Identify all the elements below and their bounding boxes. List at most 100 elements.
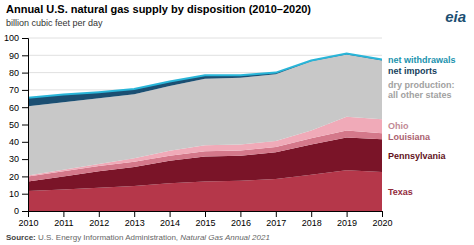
grid-line (28, 55, 382, 56)
source: Source: U.S. Energy Information Administ… (6, 233, 270, 242)
x-axis: 2010 2011 2012 2013 2014 2015 2016 2017 2018 2019… (18, 211, 392, 228)
y-axis-line (22, 39, 29, 212)
y-tick-label: 50 (9, 120, 19, 130)
x-tick: 2017 (266, 211, 286, 228)
series-label: Louisiana (388, 132, 431, 142)
series-label-line: all other states (388, 90, 452, 100)
series-label-line: Texas (388, 187, 413, 197)
series-label: Ohio (388, 121, 409, 131)
series-label: dry production:all other states (388, 80, 455, 100)
x-tick-mark (28, 211, 29, 217)
x-tick: 2015 (195, 211, 215, 228)
y-tick-mark (22, 194, 28, 195)
y-tick-label: 30 (9, 154, 19, 164)
y-tick-mark (22, 211, 28, 212)
x-tick-label: 2018 (302, 218, 322, 228)
x-axis-line (29, 212, 383, 218)
y-tick: 90 (9, 51, 28, 61)
x-tick-label: 2015 (195, 218, 215, 228)
y-tick: 0 (14, 206, 28, 216)
series-label-line: net imports (388, 66, 437, 76)
x-tick-mark (170, 211, 171, 217)
series-label: Texas (388, 187, 413, 197)
y-tick: 30 (9, 154, 28, 164)
y-tick-mark (22, 176, 28, 177)
source-part: U.S. Energy Information Administration, (36, 233, 178, 242)
chart: Annual U.S. natural gas supply by dispos… (0, 0, 474, 245)
x-tick: 2020 (372, 211, 392, 228)
y-tick-mark (22, 55, 28, 56)
x-tick: 2016 (231, 211, 251, 228)
x-tick-label: 2010 (18, 218, 38, 228)
grid (28, 38, 382, 211)
y-tick: 70 (9, 85, 28, 95)
y-tick: 50 (9, 120, 28, 130)
series-label-line: dry production: (388, 80, 455, 90)
subtitle: billion cubic feet per day (6, 18, 103, 28)
source-part: Natural Gas Annual 2021 (178, 233, 270, 242)
x-tick-mark (134, 211, 135, 217)
y-tick-label: 70 (9, 85, 19, 95)
x-tick: 2014 (160, 211, 180, 228)
y-tick-mark (22, 125, 28, 126)
x-tick-label: 2019 (337, 218, 357, 228)
y-tick: 10 (9, 189, 28, 199)
y-tick: 80 (9, 68, 28, 78)
x-tick: 2012 (89, 211, 109, 228)
series-label-line: Pennsylvania (388, 151, 447, 161)
series-label-line: Louisiana (388, 132, 431, 142)
x-tick: 2011 (54, 211, 73, 228)
y-tick-label: 10 (9, 189, 19, 199)
logo: eia (445, 8, 466, 25)
x-tick-mark (205, 211, 206, 217)
y-tick-label: 40 (9, 137, 19, 147)
x-tick-label: 2020 (372, 218, 392, 228)
y-axis: 0 10 20 30 40 50 60 70 80 90 100 (4, 33, 29, 216)
x-tick-mark (240, 211, 241, 217)
x-tick: 2018 (302, 211, 322, 228)
x-tick-mark (382, 211, 383, 217)
y-tick: 100 (4, 33, 28, 43)
y-tick-label: 90 (9, 51, 19, 61)
x-tick-label: 2016 (231, 218, 251, 228)
series-label-line: net withdrawals (388, 55, 456, 65)
area (28, 54, 382, 175)
y-tick: 20 (9, 172, 28, 182)
source-part: Source: (6, 233, 36, 242)
series-label: Pennsylvania (388, 151, 447, 161)
grid-line (28, 38, 382, 39)
x-tick-label: 2017 (266, 218, 286, 228)
x-tick-mark (311, 211, 312, 217)
x-tick-mark (99, 211, 100, 217)
x-tick-mark (276, 211, 277, 217)
y-tick-label: 100 (4, 33, 19, 43)
y-tick-mark (22, 107, 28, 108)
x-tick: 2010 (18, 211, 38, 228)
y-tick-mark (22, 90, 28, 91)
area (28, 54, 382, 107)
series-label: net imports (388, 66, 437, 76)
x-tick-mark (63, 211, 64, 217)
series-label-line: Ohio (388, 121, 409, 131)
y-tick: 40 (9, 137, 28, 147)
x-tick: 2019 (337, 211, 357, 228)
y-tick-mark (22, 38, 28, 39)
x-tick-label: 2013 (125, 218, 145, 228)
series-labels: net withdrawalsnet imports dry production… (388, 55, 456, 197)
y-tick-mark (22, 159, 28, 160)
x-tick-label: 2014 (160, 218, 180, 228)
y-tick-label: 0 (14, 206, 19, 216)
y-tick: 60 (9, 103, 28, 113)
x-tick-label: 2012 (89, 218, 109, 228)
x-tick-label: 2011 (54, 218, 73, 228)
plot-marks (28, 54, 382, 211)
y-tick-label: 80 (9, 68, 19, 78)
y-tick-label: 20 (9, 172, 19, 182)
series-label: net withdrawals (388, 55, 456, 65)
title: Annual U.S. natural gas supply by dispos… (6, 3, 311, 15)
y-tick-mark (22, 73, 28, 74)
y-tick-label: 60 (9, 103, 19, 113)
x-tick-mark (347, 211, 348, 217)
x-tick: 2013 (125, 211, 145, 228)
line (28, 54, 382, 98)
